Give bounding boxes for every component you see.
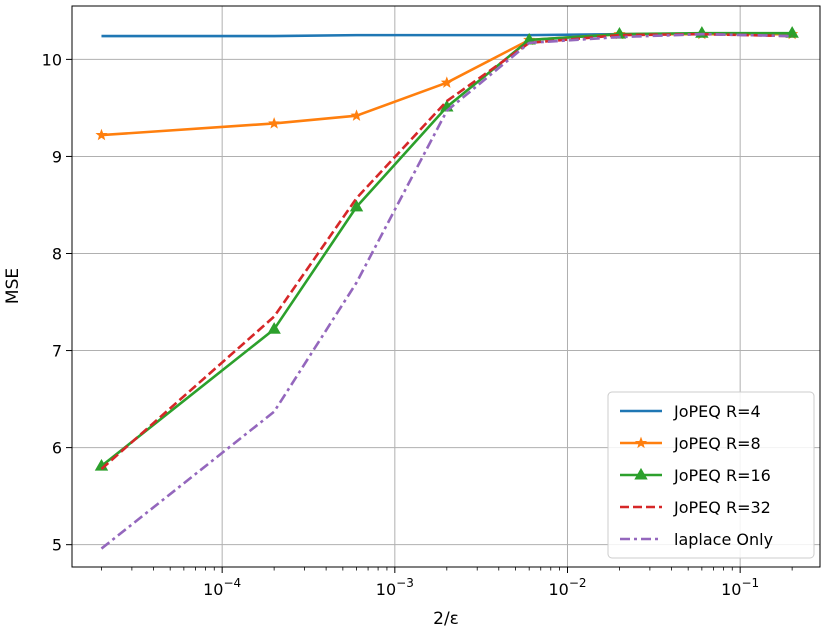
- y-tick-label: 9: [52, 147, 62, 166]
- y-tick-label: 10: [42, 50, 62, 69]
- plot-frame: [71, 5, 821, 568]
- series-1: [95, 27, 799, 141]
- data-point: [349, 199, 364, 212]
- y-axis-label: MSE: [3, 268, 23, 304]
- series-4: [100, 32, 793, 550]
- data-point: [350, 109, 363, 121]
- x-axis-label: 2/ε: [433, 609, 459, 629]
- x-tick-label: 10−1: [721, 576, 759, 599]
- series-line: [100, 32, 793, 550]
- minor-ticks: [101, 567, 793, 571]
- data-point: [267, 322, 281, 334]
- legend-box: [607, 391, 815, 559]
- legend-label: JoPEQ R=4: [673, 402, 761, 421]
- x-tick-label: 10−3: [376, 576, 414, 599]
- x-tick-label: 10−2: [548, 576, 586, 599]
- x-tick-label: 10−4: [203, 576, 241, 599]
- legend-label: laplace Only: [674, 530, 773, 549]
- data-point: [95, 128, 108, 141]
- y-tick-label: 7: [52, 342, 62, 361]
- grid: [72, 6, 820, 567]
- y-tick-label: 5: [52, 536, 62, 555]
- legend-label: JoPEQ R=16: [673, 466, 771, 485]
- legend-marker: [634, 436, 648, 449]
- legend-label: JoPEQ R=32: [673, 498, 771, 517]
- legend-label: JoPEQ R=8: [673, 434, 761, 453]
- legend: JoPEQ R=4 JoPEQ R=8 JoPEQ R=16 JoPEQ R=32 la…: [607, 391, 815, 559]
- data-point: [785, 26, 799, 38]
- legend-marker: [634, 467, 648, 480]
- plot-series: [94, 26, 799, 550]
- y-axis-ticks: 5 6 7 8 9 10: [42, 50, 72, 555]
- y-tick-label: 6: [52, 439, 62, 458]
- data-point: [268, 117, 281, 129]
- data-point: [440, 76, 453, 88]
- y-tick-label: 8: [52, 245, 62, 264]
- x-axis-ticks: 10−4 10−3 10−2 10−1: [203, 567, 759, 599]
